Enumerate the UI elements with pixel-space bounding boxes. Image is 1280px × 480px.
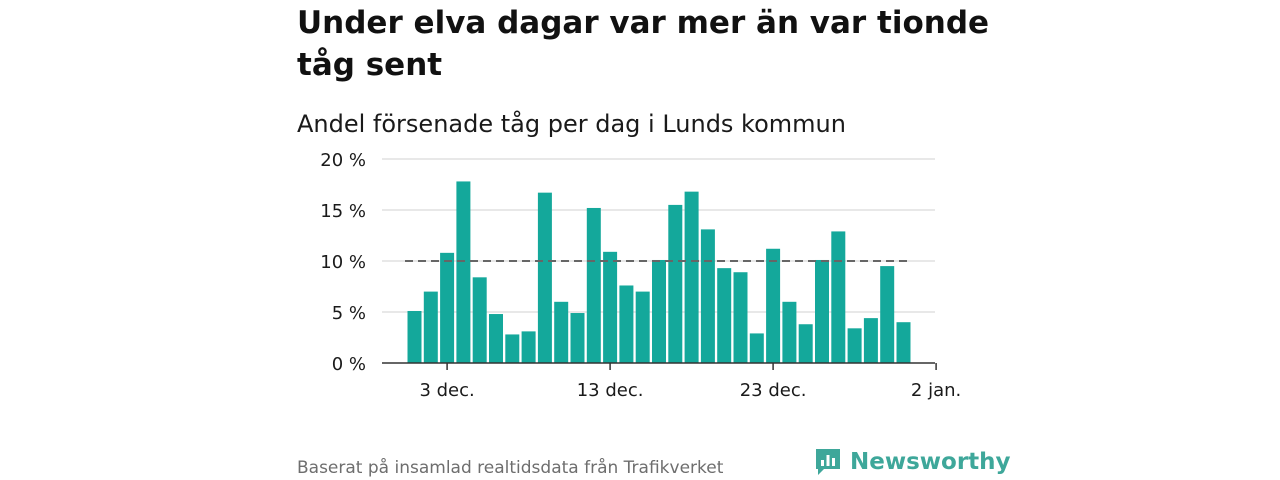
bar bbox=[749, 333, 764, 363]
bar bbox=[733, 272, 748, 363]
bar bbox=[766, 248, 781, 363]
bar bbox=[700, 229, 715, 363]
bar bbox=[668, 204, 683, 363]
y-tick-label: 20 % bbox=[320, 150, 366, 171]
bar bbox=[489, 314, 503, 363]
bar bbox=[537, 192, 552, 363]
bar bbox=[505, 334, 520, 363]
bar bbox=[521, 331, 536, 363]
bar bbox=[684, 191, 699, 363]
bar bbox=[472, 277, 487, 363]
bar bbox=[423, 291, 438, 363]
x-tick-label: 13 dec. bbox=[577, 380, 644, 401]
bar bbox=[407, 310, 422, 363]
bar bbox=[782, 301, 797, 363]
bar bbox=[798, 324, 813, 363]
brand-name: Newsworthy bbox=[850, 449, 1011, 475]
bar bbox=[847, 328, 862, 363]
y-tick-label: 15 % bbox=[320, 201, 366, 222]
x-tick-label: 3 dec. bbox=[419, 380, 474, 401]
y-tick-label: 10 % bbox=[320, 252, 366, 273]
bar bbox=[635, 291, 650, 363]
bar bbox=[863, 318, 878, 363]
bar bbox=[896, 322, 911, 363]
newsworthy-logo-icon bbox=[816, 449, 840, 475]
y-tick-label: 0 % bbox=[332, 354, 366, 375]
chart-title: Under elva dagar var mer än var tionde t… bbox=[297, 5, 990, 83]
bar bbox=[880, 266, 895, 363]
bar bbox=[554, 301, 569, 363]
bar bbox=[619, 285, 634, 363]
brand-logo: Newsworthy bbox=[814, 446, 1011, 478]
bar bbox=[815, 259, 829, 363]
bar bbox=[652, 259, 666, 363]
bar bbox=[440, 252, 455, 363]
bar bbox=[586, 207, 601, 363]
bar-chart: 0 % 5 % 10 % 15 % 20 % 3 dec. 13 dec. 23 dec. 2 … bbox=[320, 150, 961, 401]
bar bbox=[831, 231, 846, 363]
source-note: Baserat på insamlad realtidsdata från Tr… bbox=[297, 458, 724, 478]
bar bbox=[717, 268, 732, 363]
x-tick-label: 23 dec. bbox=[740, 380, 807, 401]
x-tick-label: 2 jan. bbox=[911, 380, 961, 401]
y-tick-label: 5 % bbox=[332, 303, 366, 324]
bar bbox=[603, 251, 618, 363]
bar bbox=[456, 181, 471, 363]
chart-subtitle: Andel försenade tåg per dag i Lunds komm… bbox=[297, 110, 846, 138]
bar bbox=[570, 313, 585, 363]
